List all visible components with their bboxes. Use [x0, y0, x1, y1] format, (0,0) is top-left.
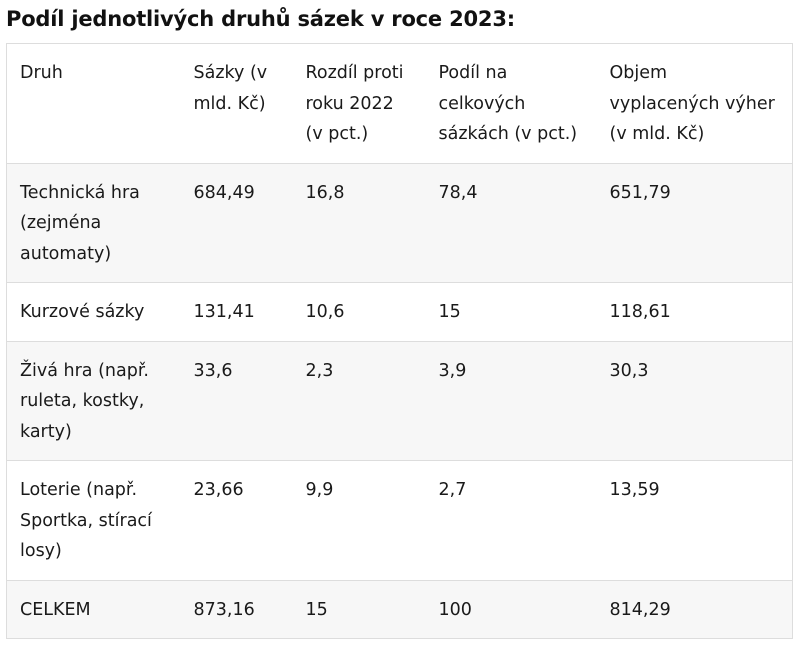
table-row: Technická hra (zejména automaty) 684,49 … [6, 162, 793, 283]
cell-objem-vyher: 30,3 [596, 340, 793, 461]
cell-objem-vyher: 814,29 [596, 579, 793, 639]
cell-rozdil: 9,9 [292, 460, 426, 580]
cell-podil: 78,4 [425, 162, 597, 283]
table-row: Živá hra (např. ruleta, kostky, karty) 3… [6, 340, 793, 461]
cell-objem-vyher: 13,59 [596, 460, 793, 580]
cell-druh: Živá hra (např. ruleta, kostky, karty) [6, 340, 181, 461]
cell-sazky: 131,41 [180, 282, 293, 341]
header-objem-vyher: Objem vyplacených výher (v mld. Kč) [596, 43, 793, 163]
cell-sazky: 33,6 [180, 340, 293, 461]
table-row: Loterie (např. Sportka, stírací losy) 23… [6, 460, 793, 580]
table-row: Kurzové sázky 131,41 10,6 15 118,61 [6, 282, 793, 341]
cell-rozdil: 10,6 [292, 282, 426, 341]
cell-rozdil: 16,8 [292, 162, 426, 283]
table-title: Podíl jednotlivých druhů sázek v roce 20… [6, 7, 515, 31]
cell-sazky: 23,66 [180, 460, 293, 580]
cell-objem-vyher: 651,79 [596, 162, 793, 283]
header-druh: Druh [6, 43, 181, 163]
cell-podil: 100 [425, 579, 597, 639]
cell-rozdil: 15 [292, 579, 426, 639]
header-rozdil: Rozdíl proti roku 2022 (v pct.) [292, 43, 426, 163]
cell-objem-vyher: 118,61 [596, 282, 793, 341]
table-total-row: CELKEM 873,16 15 100 814,29 [6, 579, 793, 639]
cell-druh: Loterie (např. Sportka, stírací losy) [6, 460, 181, 580]
cell-rozdil: 2,3 [292, 340, 426, 461]
cell-sazky: 873,16 [180, 579, 293, 639]
header-podil: Podíl na celkových sázkách (v pct.) [425, 43, 597, 163]
cell-podil: 3,9 [425, 340, 597, 461]
cell-podil: 2,7 [425, 460, 597, 580]
cell-druh: Kurzové sázky [6, 282, 181, 341]
cell-druh: CELKEM [6, 579, 181, 639]
cell-podil: 15 [425, 282, 597, 341]
table-header-row: Druh Sázky (v mld. Kč) Rozdíl proti roku… [6, 43, 793, 163]
cell-druh: Technická hra (zejména automaty) [6, 162, 181, 283]
betting-share-table: Druh Sázky (v mld. Kč) Rozdíl proti roku… [6, 43, 793, 639]
header-sazky: Sázky (v mld. Kč) [180, 43, 293, 163]
cell-sazky: 684,49 [180, 162, 293, 283]
